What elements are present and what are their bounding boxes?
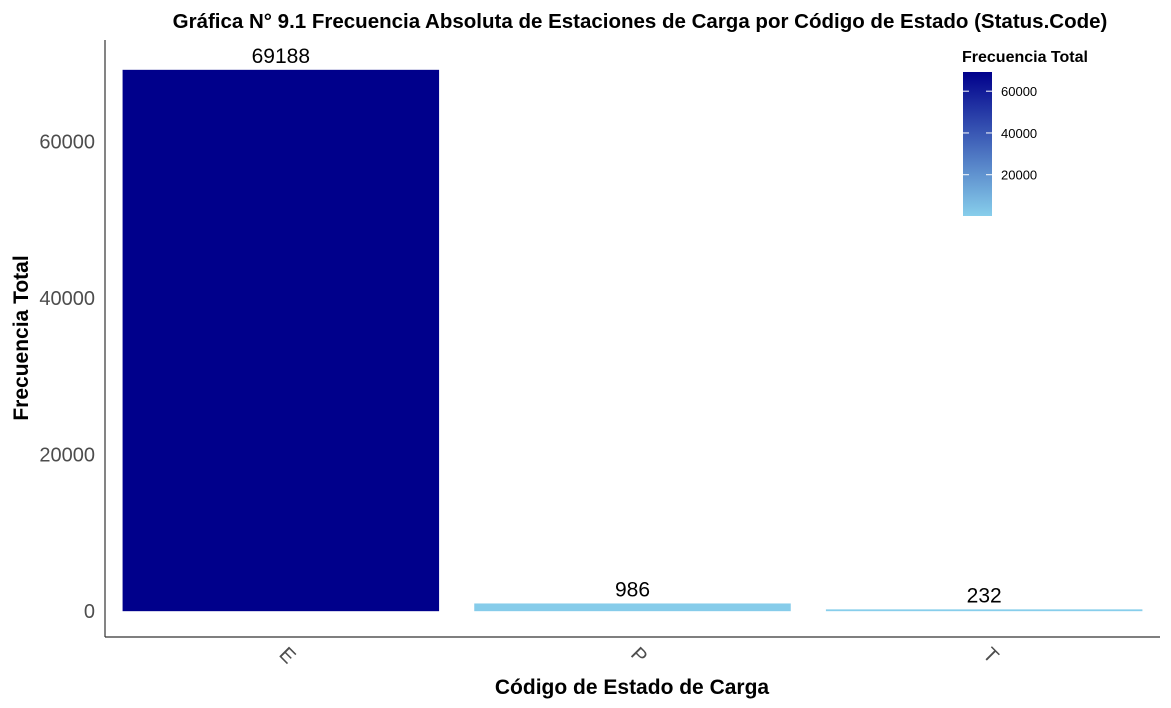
legend-tick-label: 40000 <box>1001 126 1037 141</box>
x-tick-label: T <box>978 644 1002 668</box>
chart-title: Gráfica N° 9.1 Frecuencia Absoluta de Es… <box>173 10 1108 33</box>
y-tick-label: 40000 <box>39 288 95 310</box>
bar-value-label: 986 <box>615 578 650 601</box>
legend-title: Frecuencia Total <box>962 49 1088 66</box>
bar-P <box>474 603 791 612</box>
bar-value-label: 69188 <box>252 45 310 68</box>
y-tick-label: 20000 <box>39 445 95 467</box>
legend-colorbar <box>963 72 992 216</box>
bar-value-label: 232 <box>967 584 1002 607</box>
x-tick-label: E <box>275 643 300 668</box>
bar-T <box>825 609 1143 612</box>
y-tick-label: 0 <box>84 601 95 623</box>
bar-E <box>122 69 440 612</box>
y-tick-label: 60000 <box>39 132 95 154</box>
x-tick-label: P <box>626 643 651 668</box>
color-legend: Frecuencia Total 20000 40000 60000 <box>962 49 1088 216</box>
x-axis-title: Código de Estado de Carga <box>495 676 770 699</box>
y-axis-title: Frecuencia Total <box>10 255 33 420</box>
legend-tick-label: 60000 <box>1001 84 1037 99</box>
legend-tick-label: 20000 <box>1001 168 1037 183</box>
